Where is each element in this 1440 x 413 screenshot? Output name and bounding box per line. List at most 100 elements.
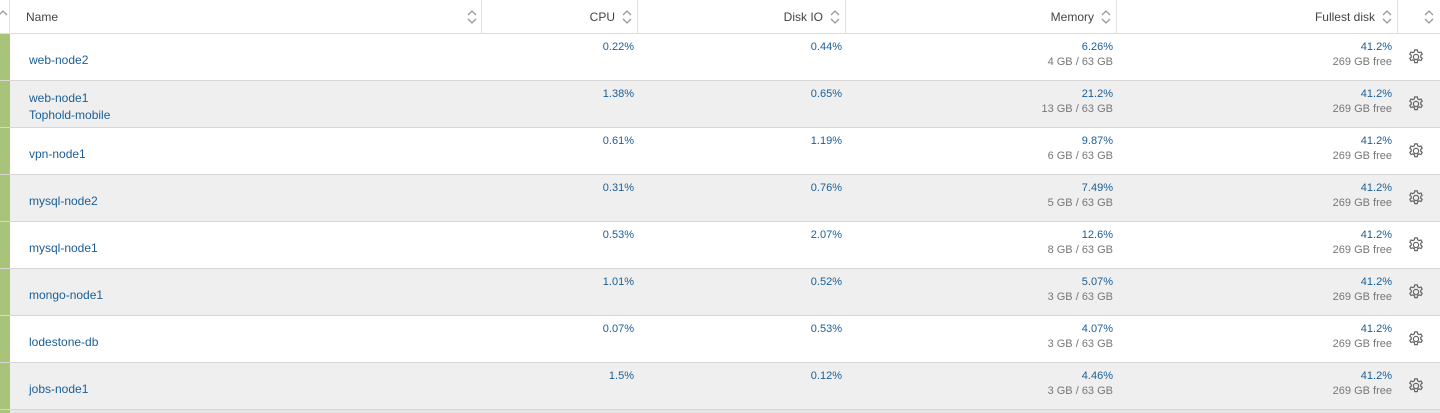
memory-cell: 12.6% 8 GB / 63 GB: [846, 222, 1113, 268]
fullest-disk-cell: 41.2% 269 GB free: [1117, 222, 1392, 268]
memory-detail: 3 GB / 63 GB: [1047, 291, 1113, 303]
sort-icon[interactable]: [1424, 10, 1434, 24]
table-header: Name CPU Disk IO Memory Fullest disk: [0, 0, 1440, 34]
gear-icon[interactable]: [1407, 330, 1425, 348]
host-name-link[interactable]: jobs-node1: [29, 382, 89, 396]
table-row[interactable]: lodestone-db 0.07% 0.53% 4.07% 3 GB / 63…: [0, 316, 1440, 363]
memory-cell: 4.46% 3 GB / 63 GB: [846, 363, 1113, 409]
cpu-cell: 0.22%: [482, 34, 634, 80]
fullest-disk-detail: 269 GB free: [1332, 197, 1392, 209]
sort-icon[interactable]: [467, 10, 477, 24]
memory-cell: 21.2% 13 GB / 63 GB: [846, 81, 1113, 127]
host-name-link[interactable]: mysql-node1: [29, 241, 98, 255]
cpu-cell: 0.61%: [482, 128, 634, 174]
memory-detail: 6 GB / 63 GB: [1047, 150, 1113, 162]
memory-value: 7.49%: [1081, 182, 1113, 194]
fullest-disk-header-label: Fullest disk: [1314, 10, 1375, 24]
disk-io-value: 2.07%: [810, 229, 842, 241]
memory-value: 6.26%: [1081, 41, 1113, 53]
memory-detail: 13 GB / 63 GB: [1041, 103, 1113, 115]
gear-icon[interactable]: [1407, 236, 1425, 254]
memory-detail: 4 GB / 63 GB: [1047, 56, 1113, 68]
fullest-disk-value: 41.2%: [1360, 135, 1392, 147]
fullest-disk-detail: 269 GB free: [1332, 150, 1392, 162]
name-column-header[interactable]: Name: [10, 0, 482, 34]
disk-io-cell: 1.19%: [638, 128, 842, 174]
fullest-disk-detail: 269 GB free: [1332, 244, 1392, 256]
cpu-value: 0.53%: [602, 229, 634, 241]
settings-column-header[interactable]: [1398, 0, 1440, 34]
table-row[interactable]: web-node2 0.22% 0.44% 6.26% 4 GB / 63 GB…: [0, 34, 1440, 81]
fullest-disk-value: 41.2%: [1360, 182, 1392, 194]
fullest-disk-cell: 41.2% 269 GB free: [1117, 34, 1392, 80]
memory-cell: 6.26% 4 GB / 63 GB: [846, 34, 1113, 80]
host-name-link[interactable]: vpn-node1: [29, 147, 86, 161]
disk-io-cell: 0.65%: [638, 81, 842, 127]
host-name-link[interactable]: web-node1: [29, 91, 89, 105]
status-indicator: [0, 34, 10, 80]
gear-icon[interactable]: [1407, 48, 1425, 66]
disk-io-header-label: Disk IO: [783, 10, 823, 24]
fullest-disk-column-header[interactable]: Fullest disk: [1117, 0, 1398, 34]
fullest-disk-value: 41.2%: [1360, 370, 1392, 382]
host-name-link[interactable]: mongo-node1: [29, 288, 104, 302]
status-column-header[interactable]: [0, 0, 10, 34]
fullest-disk-detail: 269 GB free: [1332, 103, 1392, 115]
sort-icon[interactable]: [1101, 10, 1111, 24]
memory-value: 12.6%: [1081, 229, 1113, 241]
cpu-header-label: CPU: [589, 10, 615, 24]
cpu-column-header[interactable]: CPU: [482, 0, 638, 34]
sort-icon[interactable]: [1382, 10, 1392, 24]
table-row[interactable]: vpn-node1 0.61% 1.19% 9.87% 6 GB / 63 GB…: [0, 128, 1440, 175]
gear-icon[interactable]: [1407, 142, 1425, 160]
memory-value: 9.87%: [1081, 135, 1113, 147]
host-name-link[interactable]: lodestone-db: [29, 335, 99, 349]
fullest-disk-detail: 269 GB free: [1332, 338, 1392, 350]
fullest-disk-value: 41.2%: [1360, 229, 1392, 241]
table-row[interactable]: mongo-node1 1.01% 0.52% 5.07% 3 GB / 63 …: [0, 269, 1440, 316]
status-indicator: [0, 128, 10, 174]
memory-cell: 5.07% 3 GB / 63 GB: [846, 269, 1113, 315]
fullest-disk-value: 41.2%: [1360, 88, 1392, 100]
fullest-disk-detail: 269 GB free: [1332, 56, 1392, 68]
fullest-disk-cell: 41.2% 269 GB free: [1117, 269, 1392, 315]
status-indicator: [0, 363, 10, 409]
memory-value: 4.46%: [1081, 370, 1113, 382]
fullest-disk-cell: 41.2% 269 GB free: [1117, 81, 1392, 127]
memory-cell: 9.87% 6 GB / 63 GB: [846, 128, 1113, 174]
sort-icon[interactable]: [622, 10, 632, 24]
sort-icon[interactable]: [0, 10, 8, 24]
gear-icon[interactable]: [1407, 377, 1425, 395]
disk-io-value: 0.53%: [810, 323, 842, 335]
fullest-disk-detail: 269 GB free: [1332, 291, 1392, 303]
cpu-cell: 0.07%: [482, 316, 634, 362]
host-name-link[interactable]: mysql-node2: [29, 194, 98, 208]
table-row[interactable]: web-node1 Tophold-mobile 1.38% 0.65% 21.…: [0, 81, 1440, 128]
gear-icon[interactable]: [1407, 283, 1425, 301]
disk-io-cell: 0.76%: [638, 175, 842, 221]
table-row[interactable]: mysql-node1 0.53% 2.07% 12.6% 8 GB / 63 …: [0, 222, 1440, 269]
status-indicator: [0, 410, 10, 413]
memory-cell: 4.07% 3 GB / 63 GB: [846, 316, 1113, 362]
host-name-link[interactable]: web-node2: [29, 53, 89, 67]
table-row[interactable]: mysql-node2 0.31% 0.76% 7.49% 5 GB / 63 …: [0, 175, 1440, 222]
memory-value: 21.2%: [1081, 88, 1113, 100]
fullest-disk-cell: 41.2% 269 GB free: [1117, 316, 1392, 362]
memory-value: 4.07%: [1081, 323, 1113, 335]
table-row[interactable]: jobs-node1 1.5% 0.12% 4.46% 3 GB / 63 GB…: [0, 363, 1440, 410]
disk-io-cell: 2.07%: [638, 222, 842, 268]
host-group-link[interactable]: Tophold-mobile: [29, 108, 111, 122]
disk-io-cell: 0.53%: [638, 316, 842, 362]
memory-column-header[interactable]: Memory: [846, 0, 1117, 34]
cpu-cell: 1.01%: [482, 269, 634, 315]
disk-io-value: 0.12%: [810, 370, 842, 382]
gear-icon[interactable]: [1407, 95, 1425, 113]
cpu-value: 1.01%: [602, 276, 634, 288]
disk-io-column-header[interactable]: Disk IO: [638, 0, 846, 34]
status-indicator: [0, 316, 10, 362]
sort-icon[interactable]: [830, 10, 840, 24]
memory-cell: 7.49% 5 GB / 63 GB: [846, 175, 1113, 221]
gear-icon[interactable]: [1407, 189, 1425, 207]
cpu-cell: 0.31%: [482, 175, 634, 221]
fullest-disk-cell: 41.2% 269 GB free: [1117, 128, 1392, 174]
